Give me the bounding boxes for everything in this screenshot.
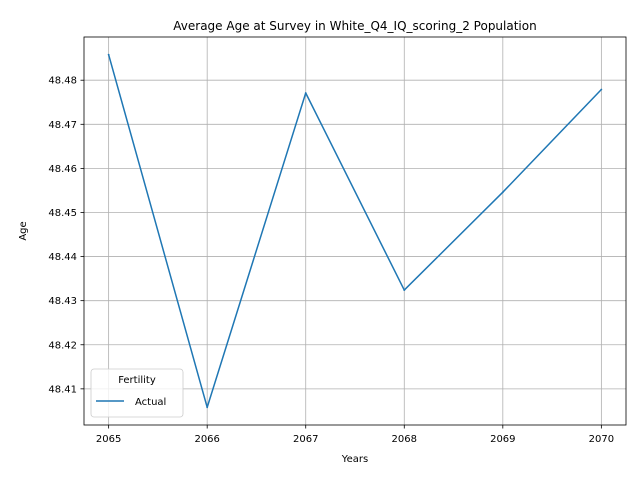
data-point — [501, 191, 504, 194]
x-axis: 2065 2066 2067 2068 2069 2070 — [96, 425, 614, 445]
y-tick-label: 48.44 — [48, 252, 77, 263]
series-line-actual — [107, 54, 602, 409]
chart-title: Average Age at Survey in White_Q4_IQ_sco… — [173, 19, 536, 33]
x-tick-label: 2070 — [589, 434, 614, 445]
grid — [84, 37, 626, 425]
legend-entry-actual: Actual — [135, 397, 166, 408]
y-axis: 48.41 48.42 48.43 48.44 48.45 48.46 48.47 48.48 — [48, 76, 84, 395]
y-tick-label: 48.42 — [48, 340, 77, 351]
x-axis-label: Years — [341, 454, 368, 465]
data-point — [600, 88, 603, 91]
data-point — [206, 406, 209, 409]
data-point — [107, 53, 110, 56]
data-point — [304, 92, 307, 94]
data-point — [403, 289, 406, 291]
y-axis-label: Age — [18, 221, 29, 240]
x-tick-label: 2067 — [293, 434, 318, 445]
x-tick-label: 2066 — [194, 434, 219, 445]
y-tick-label: 48.47 — [48, 120, 77, 131]
x-tick-label: 2069 — [490, 434, 515, 445]
plot-area-frame — [83, 36, 627, 426]
y-tick-label: 48.45 — [48, 208, 77, 219]
x-tick-label: 2068 — [392, 434, 417, 445]
y-tick-label: 48.46 — [48, 164, 77, 175]
legend-title: Fertility — [118, 375, 156, 386]
y-tick-label: 48.41 — [48, 384, 77, 395]
legend: Fertility Actual — [90, 368, 184, 418]
y-tick-label: 48.43 — [48, 296, 77, 307]
y-tick-label: 48.48 — [48, 76, 77, 87]
x-tick-label: 2065 — [96, 434, 121, 445]
legend-box — [90, 368, 184, 418]
series-group — [107, 53, 603, 409]
